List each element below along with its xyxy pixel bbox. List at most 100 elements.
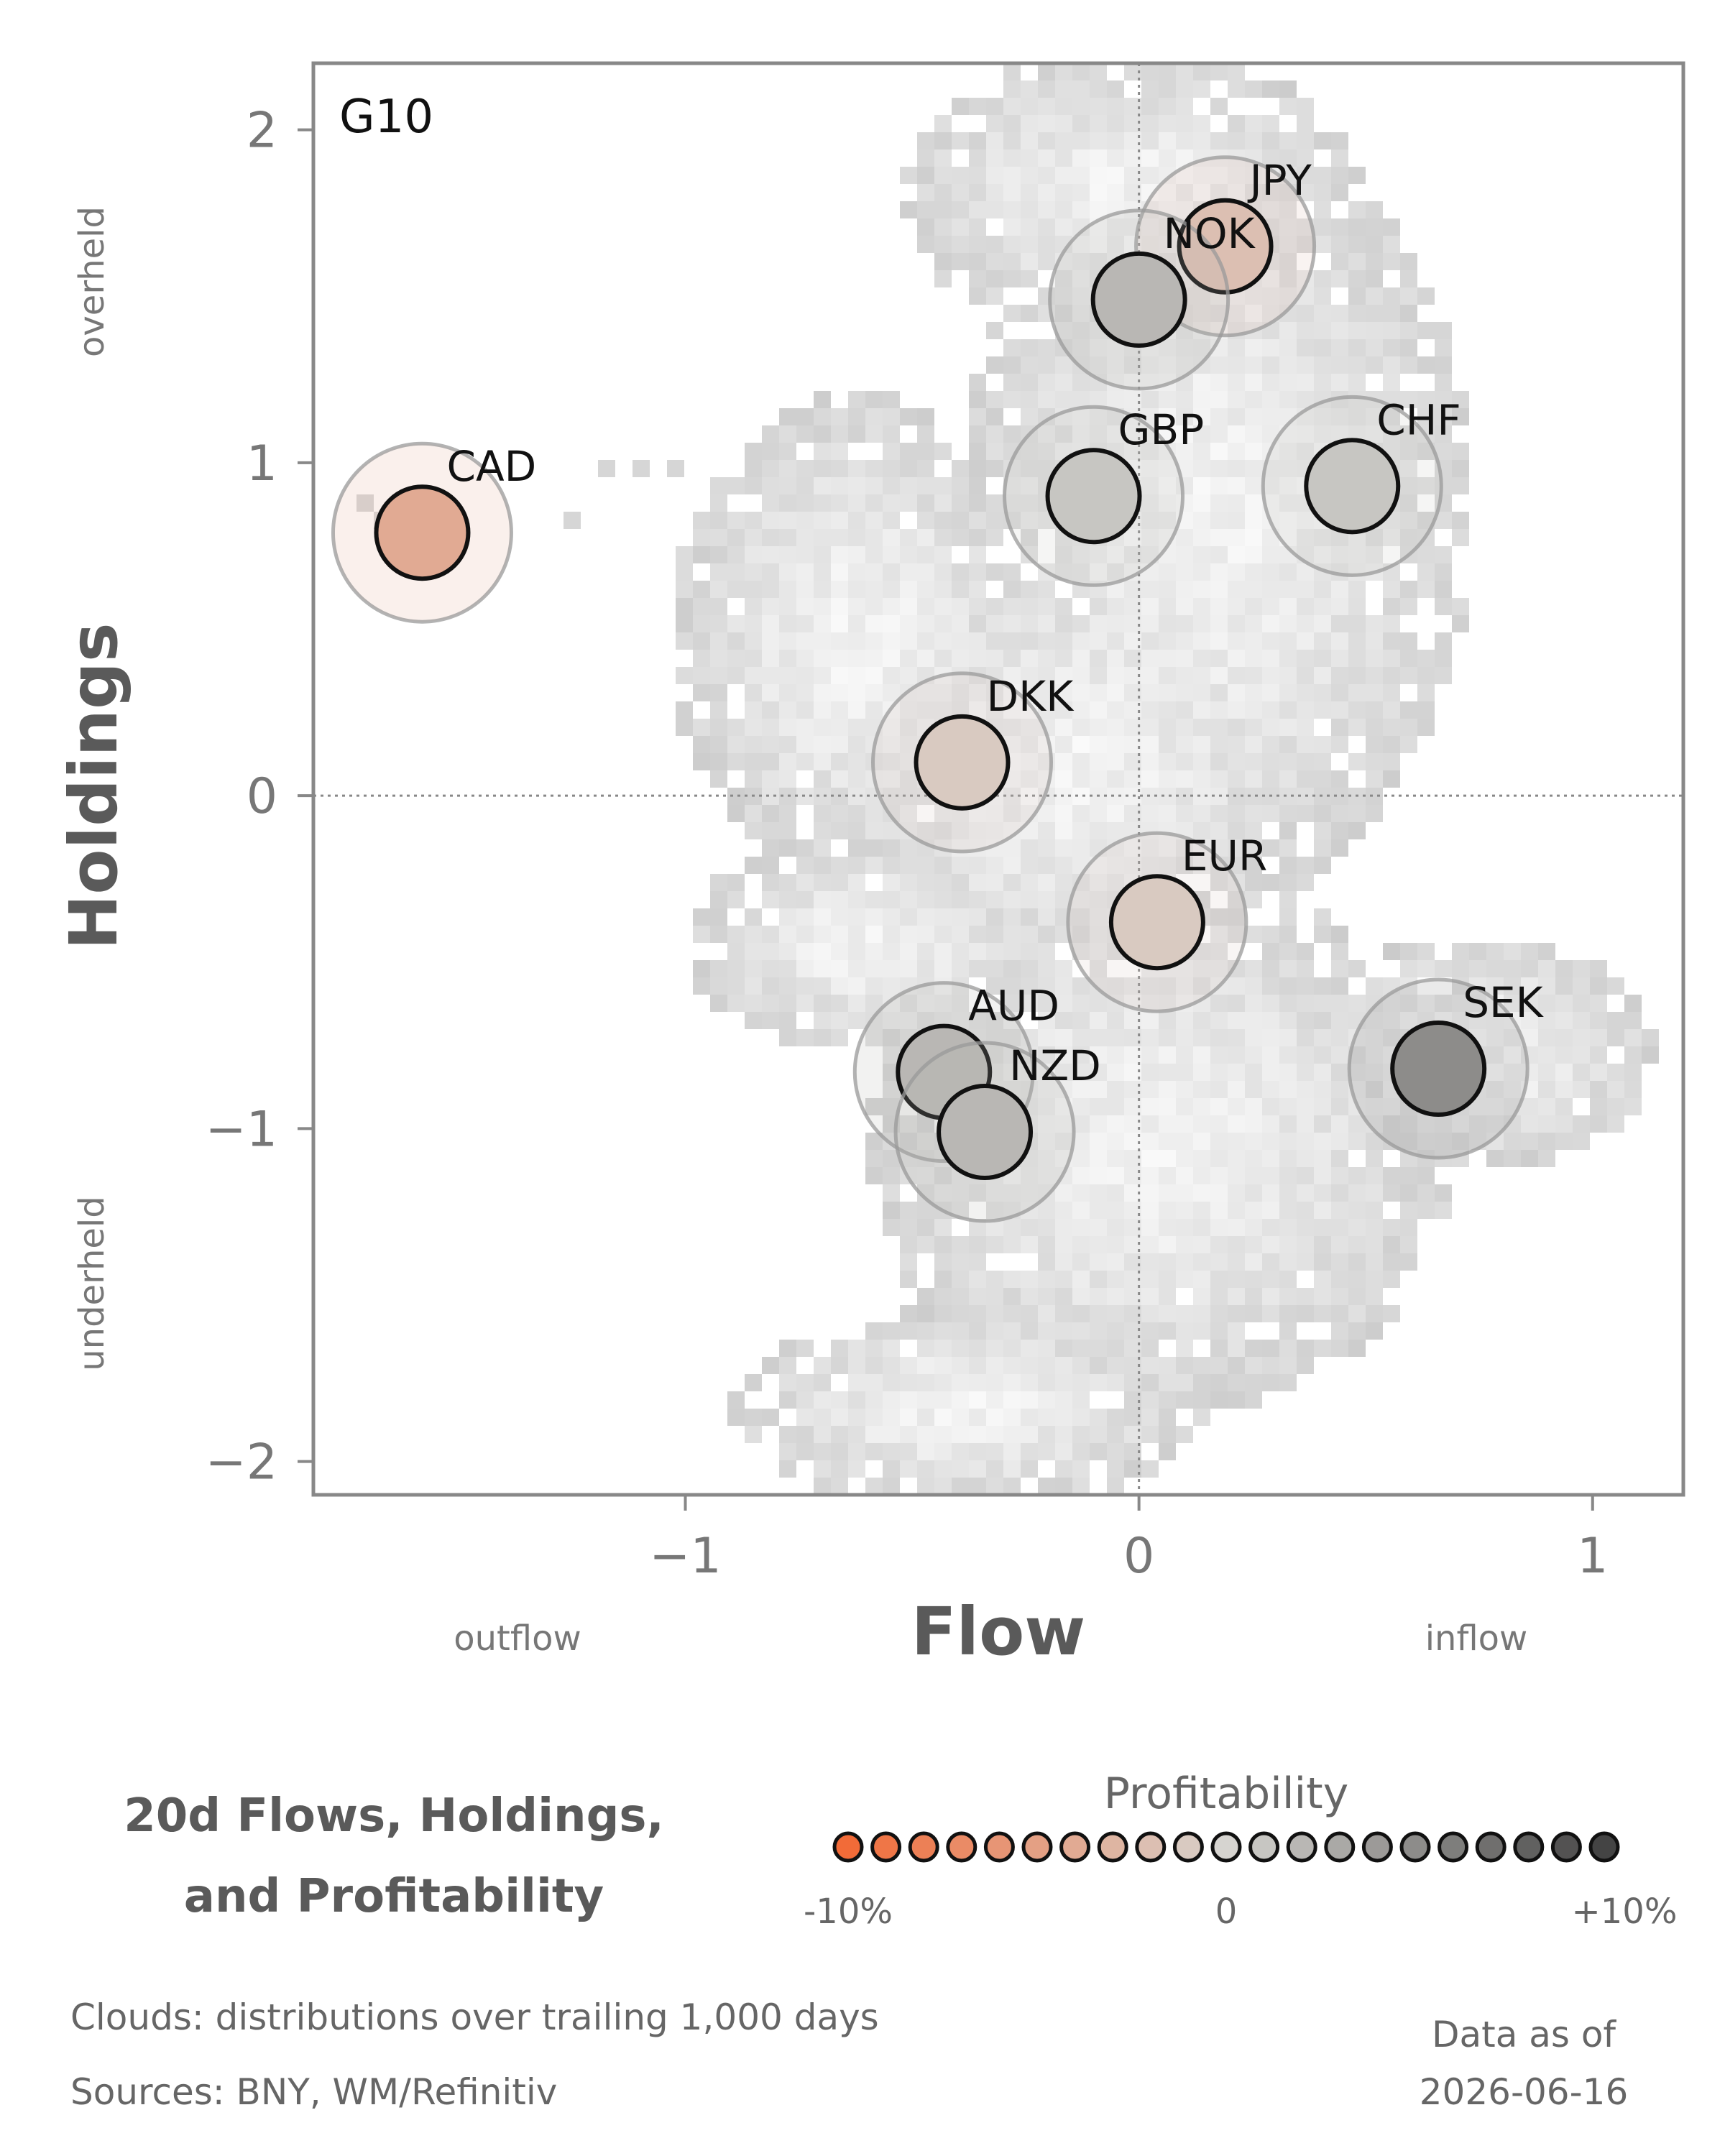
density-cell: [1279, 1305, 1297, 1322]
density-cell: [1297, 236, 1314, 253]
density-cell: [848, 1340, 865, 1357]
density-cell: [1245, 339, 1262, 356]
density-cell: [1331, 805, 1348, 822]
density-cell: [1107, 1046, 1124, 1064]
density-cell: [1642, 1046, 1659, 1064]
density-cell: [1090, 1167, 1107, 1184]
density-cell: [762, 1409, 779, 1426]
density-cell: [969, 1409, 986, 1426]
density-cell: [952, 684, 969, 701]
density-cell: [952, 1478, 969, 1495]
legend-swatch: [1059, 1831, 1091, 1863]
density-cell: [1003, 857, 1021, 874]
density-cell: [934, 1374, 952, 1391]
density-cell: [1331, 650, 1348, 667]
density-cell: [1314, 305, 1331, 322]
density-cell: [1003, 1271, 1021, 1288]
density-cell: [831, 891, 848, 908]
density-cell: [1193, 960, 1210, 977]
density-cell: [848, 908, 865, 926]
density-cell: [865, 1391, 883, 1409]
density-cell: [1210, 943, 1228, 960]
density-cell: [1107, 1081, 1124, 1098]
density-cell: [676, 615, 693, 632]
density-cell: [1159, 770, 1176, 788]
density-cell: [1107, 1478, 1124, 1495]
density-cell: [1159, 788, 1176, 805]
density-cell: [1314, 1029, 1331, 1046]
legend-swatch: [1399, 1831, 1431, 1863]
density-cell: [969, 529, 986, 546]
density-cell: [1228, 80, 1245, 98]
density-cell: [1055, 736, 1072, 753]
density-cell: [917, 512, 934, 529]
x-high-note: inflow: [1425, 1618, 1528, 1659]
density-cell: [667, 460, 684, 477]
density-cell: [1003, 374, 1021, 391]
density-cell: [1193, 736, 1210, 753]
density-cell: [1055, 1478, 1072, 1495]
density-cell: [814, 839, 831, 857]
density-cell: [1331, 1064, 1348, 1081]
density-cell: [831, 598, 848, 615]
density-cell: [952, 1460, 969, 1478]
density-cell: [1176, 529, 1193, 546]
density-cell: [676, 598, 693, 615]
density-cell: [986, 1012, 1003, 1029]
density-cell: [848, 1391, 865, 1409]
density-cell: [1141, 1029, 1159, 1046]
density-cell: [779, 494, 796, 512]
density-cell: [1176, 1357, 1193, 1374]
density-cell: [1072, 977, 1090, 995]
density-cell: [1624, 1098, 1642, 1115]
density-cell: [1262, 736, 1279, 753]
density-cell: [1262, 1305, 1279, 1322]
density-cell: [1107, 667, 1124, 684]
density-cell: [1245, 839, 1262, 857]
density-cell: [969, 1391, 986, 1409]
density-cell: [1245, 650, 1262, 667]
density-cell: [1159, 667, 1176, 684]
density-cell: [917, 1322, 934, 1340]
density-cell: [1400, 253, 1417, 270]
density-cell: [848, 960, 865, 977]
density-cell: [1314, 1288, 1331, 1305]
density-cell: [1366, 305, 1383, 322]
density-cell: [1141, 391, 1159, 408]
density-cell: [1141, 1305, 1159, 1322]
density-cell: [1210, 822, 1228, 839]
density-cell: [900, 1443, 917, 1460]
density-cell: [1072, 184, 1090, 201]
density-cell: [1297, 977, 1314, 995]
density-cell: [1228, 1253, 1245, 1271]
density-cell: [1228, 339, 1245, 356]
density-cell: [1469, 943, 1486, 960]
density-cell: [865, 650, 883, 667]
density-cell: [1279, 1133, 1297, 1150]
density-cell: [1176, 63, 1193, 80]
density-cell: [1090, 1426, 1107, 1443]
density-cell: [1003, 977, 1021, 995]
density-cell: [1262, 719, 1279, 736]
density-cell: [952, 1443, 969, 1460]
density-cell: [969, 494, 986, 512]
density-cell: [1210, 581, 1228, 598]
currency-point: [1108, 874, 1205, 971]
density-cell: [1159, 80, 1176, 98]
density-cell: [779, 977, 796, 995]
density-cell: [745, 908, 762, 926]
density-cell: [865, 805, 883, 822]
density-cell: [831, 719, 848, 736]
density-cell: [917, 874, 934, 891]
density-cell: [1176, 1046, 1193, 1064]
density-cell: [814, 1012, 831, 1029]
density-cell: [952, 1236, 969, 1253]
density-cell: [762, 753, 779, 770]
density-cell: [883, 529, 900, 546]
density-cell: [917, 684, 934, 701]
density-cell: [1228, 995, 1245, 1012]
density-cell: [1383, 598, 1400, 615]
density-cell: [1021, 632, 1038, 650]
density-cell: [745, 546, 762, 563]
